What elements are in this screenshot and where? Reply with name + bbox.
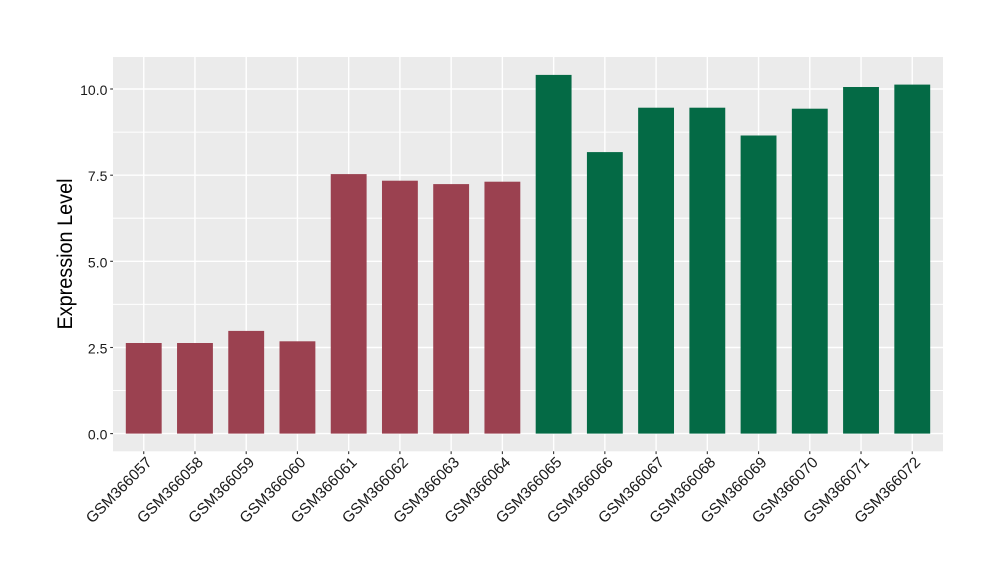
svg-text:7.5: 7.5 [88, 168, 108, 184]
svg-text:Expression Level: Expression Level [54, 179, 77, 330]
svg-text:10.0: 10.0 [80, 82, 107, 98]
svg-text:0.0: 0.0 [88, 427, 108, 443]
svg-text:5.0: 5.0 [88, 254, 108, 270]
svg-text:2.5: 2.5 [88, 341, 108, 357]
